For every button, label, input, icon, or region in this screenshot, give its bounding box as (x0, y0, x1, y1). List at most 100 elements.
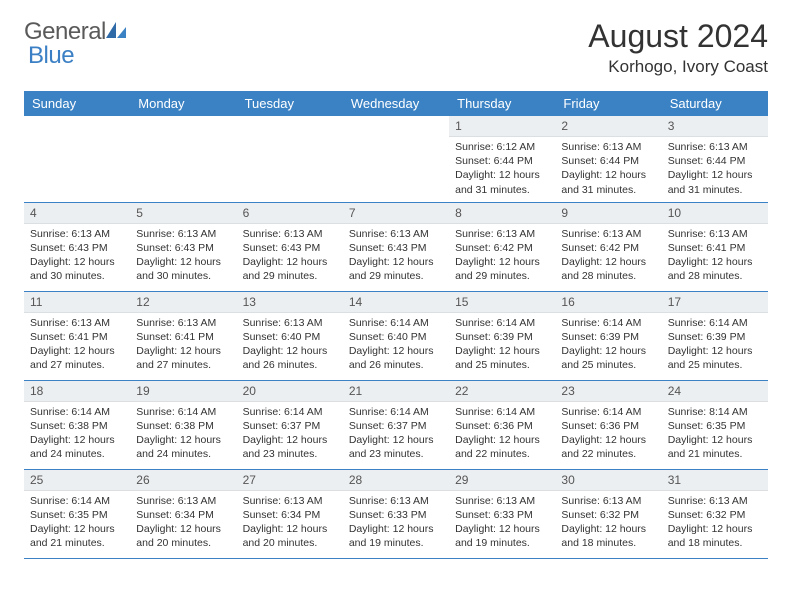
day-number: 26 (130, 470, 236, 491)
weekday-header: Monday (130, 91, 236, 116)
empty-day-cell (343, 116, 449, 202)
day-cell: 13Sunrise: 6:13 AMSunset: 6:40 PMDayligh… (237, 292, 343, 380)
day-cell: 31Sunrise: 6:13 AMSunset: 6:32 PMDayligh… (662, 470, 768, 558)
day-cell: 10Sunrise: 6:13 AMSunset: 6:41 PMDayligh… (662, 203, 768, 291)
day-cell: 20Sunrise: 6:14 AMSunset: 6:37 PMDayligh… (237, 381, 343, 469)
day-content: Sunrise: 6:14 AMSunset: 6:37 PMDaylight:… (343, 402, 449, 467)
day-number: 16 (555, 292, 661, 313)
logo-blue-row: Blue (28, 42, 74, 70)
day-number: 22 (449, 381, 555, 402)
month-title: August 2024 (588, 18, 768, 55)
day-number: 19 (130, 381, 236, 402)
day-number: 3 (662, 116, 768, 137)
day-cell: 2Sunrise: 6:13 AMSunset: 6:44 PMDaylight… (555, 116, 661, 202)
day-cell: 29Sunrise: 6:13 AMSunset: 6:33 PMDayligh… (449, 470, 555, 558)
day-cell: 14Sunrise: 6:14 AMSunset: 6:40 PMDayligh… (343, 292, 449, 380)
day-cell: 27Sunrise: 6:13 AMSunset: 6:34 PMDayligh… (237, 470, 343, 558)
day-number: 11 (24, 292, 130, 313)
day-content: Sunrise: 6:13 AMSunset: 6:42 PMDaylight:… (449, 224, 555, 289)
day-cell: 18Sunrise: 6:14 AMSunset: 6:38 PMDayligh… (24, 381, 130, 469)
day-content: Sunrise: 6:13 AMSunset: 6:32 PMDaylight:… (662, 491, 768, 556)
weekday-header: Friday (555, 91, 661, 116)
day-content: Sunrise: 6:13 AMSunset: 6:33 PMDaylight:… (449, 491, 555, 556)
day-number: 7 (343, 203, 449, 224)
day-content: Sunrise: 6:12 AMSunset: 6:44 PMDaylight:… (449, 137, 555, 202)
day-number: 20 (237, 381, 343, 402)
day-cell: 23Sunrise: 6:14 AMSunset: 6:36 PMDayligh… (555, 381, 661, 469)
day-cell: 21Sunrise: 6:14 AMSunset: 6:37 PMDayligh… (343, 381, 449, 469)
day-number: 15 (449, 292, 555, 313)
day-number: 14 (343, 292, 449, 313)
calendar-grid: SundayMondayTuesdayWednesdayThursdayFrid… (24, 91, 768, 559)
day-content: Sunrise: 6:14 AMSunset: 6:39 PMDaylight:… (662, 313, 768, 378)
day-content: Sunrise: 6:14 AMSunset: 6:39 PMDaylight:… (555, 313, 661, 378)
day-cell: 22Sunrise: 6:14 AMSunset: 6:36 PMDayligh… (449, 381, 555, 469)
day-content: Sunrise: 6:13 AMSunset: 6:44 PMDaylight:… (662, 137, 768, 202)
day-cell: 8Sunrise: 6:13 AMSunset: 6:42 PMDaylight… (449, 203, 555, 291)
day-number: 2 (555, 116, 661, 137)
logo-blue: Blue (28, 42, 74, 70)
day-cell: 15Sunrise: 6:14 AMSunset: 6:39 PMDayligh… (449, 292, 555, 380)
day-content: Sunrise: 6:13 AMSunset: 6:43 PMDaylight:… (130, 224, 236, 289)
day-cell: 25Sunrise: 6:14 AMSunset: 6:35 PMDayligh… (24, 470, 130, 558)
day-content: Sunrise: 6:13 AMSunset: 6:42 PMDaylight:… (555, 224, 661, 289)
day-cell: 16Sunrise: 6:14 AMSunset: 6:39 PMDayligh… (555, 292, 661, 380)
day-content: Sunrise: 6:14 AMSunset: 6:35 PMDaylight:… (24, 491, 130, 556)
day-content: Sunrise: 6:13 AMSunset: 6:41 PMDaylight:… (130, 313, 236, 378)
weeks-container: 1Sunrise: 6:12 AMSunset: 6:44 PMDaylight… (24, 116, 768, 559)
day-number: 27 (237, 470, 343, 491)
day-content: Sunrise: 6:14 AMSunset: 6:36 PMDaylight:… (449, 402, 555, 467)
day-cell: 17Sunrise: 6:14 AMSunset: 6:39 PMDayligh… (662, 292, 768, 380)
day-cell: 4Sunrise: 6:13 AMSunset: 6:43 PMDaylight… (24, 203, 130, 291)
day-cell: 6Sunrise: 6:13 AMSunset: 6:43 PMDaylight… (237, 203, 343, 291)
logo-sail-icon (106, 20, 128, 45)
empty-day-cell (24, 116, 130, 202)
week-row: 18Sunrise: 6:14 AMSunset: 6:38 PMDayligh… (24, 381, 768, 470)
calendar-page: General August 2024 Korhogo, Ivory Coast… (0, 0, 792, 577)
week-row: 11Sunrise: 6:13 AMSunset: 6:41 PMDayligh… (24, 292, 768, 381)
location: Korhogo, Ivory Coast (588, 57, 768, 77)
day-content: Sunrise: 6:13 AMSunset: 6:33 PMDaylight:… (343, 491, 449, 556)
day-number: 5 (130, 203, 236, 224)
day-content: Sunrise: 6:13 AMSunset: 6:34 PMDaylight:… (237, 491, 343, 556)
day-number: 17 (662, 292, 768, 313)
day-content: Sunrise: 6:14 AMSunset: 6:38 PMDaylight:… (24, 402, 130, 467)
day-cell: 5Sunrise: 6:13 AMSunset: 6:43 PMDaylight… (130, 203, 236, 291)
empty-day-cell (237, 116, 343, 202)
day-content: Sunrise: 6:14 AMSunset: 6:38 PMDaylight:… (130, 402, 236, 467)
day-content: Sunrise: 6:13 AMSunset: 6:34 PMDaylight:… (130, 491, 236, 556)
day-cell: 30Sunrise: 6:13 AMSunset: 6:32 PMDayligh… (555, 470, 661, 558)
day-content: Sunrise: 6:13 AMSunset: 6:43 PMDaylight:… (237, 224, 343, 289)
day-content: Sunrise: 6:14 AMSunset: 6:40 PMDaylight:… (343, 313, 449, 378)
header: General August 2024 Korhogo, Ivory Coast (24, 18, 768, 77)
weekday-header: Thursday (449, 91, 555, 116)
day-content: Sunrise: 6:13 AMSunset: 6:41 PMDaylight:… (662, 224, 768, 289)
day-content: Sunrise: 6:13 AMSunset: 6:32 PMDaylight:… (555, 491, 661, 556)
day-cell: 11Sunrise: 6:13 AMSunset: 6:41 PMDayligh… (24, 292, 130, 380)
day-number: 10 (662, 203, 768, 224)
day-cell: 19Sunrise: 6:14 AMSunset: 6:38 PMDayligh… (130, 381, 236, 469)
day-content: Sunrise: 6:13 AMSunset: 6:44 PMDaylight:… (555, 137, 661, 202)
day-number: 4 (24, 203, 130, 224)
day-number: 30 (555, 470, 661, 491)
weekday-header: Wednesday (343, 91, 449, 116)
day-number: 21 (343, 381, 449, 402)
weekday-header: Sunday (24, 91, 130, 116)
day-content: Sunrise: 6:14 AMSunset: 6:36 PMDaylight:… (555, 402, 661, 467)
day-number: 13 (237, 292, 343, 313)
day-number: 9 (555, 203, 661, 224)
day-number: 31 (662, 470, 768, 491)
title-block: August 2024 Korhogo, Ivory Coast (588, 18, 768, 77)
day-content: Sunrise: 8:14 AMSunset: 6:35 PMDaylight:… (662, 402, 768, 467)
weekday-header-row: SundayMondayTuesdayWednesdayThursdayFrid… (24, 91, 768, 116)
week-row: 1Sunrise: 6:12 AMSunset: 6:44 PMDaylight… (24, 116, 768, 203)
day-cell: 28Sunrise: 6:13 AMSunset: 6:33 PMDayligh… (343, 470, 449, 558)
day-cell: 1Sunrise: 6:12 AMSunset: 6:44 PMDaylight… (449, 116, 555, 202)
day-number: 24 (662, 381, 768, 402)
day-number: 18 (24, 381, 130, 402)
day-cell: 12Sunrise: 6:13 AMSunset: 6:41 PMDayligh… (130, 292, 236, 380)
day-cell: 3Sunrise: 6:13 AMSunset: 6:44 PMDaylight… (662, 116, 768, 202)
empty-day-cell (130, 116, 236, 202)
day-number: 12 (130, 292, 236, 313)
day-number: 25 (24, 470, 130, 491)
